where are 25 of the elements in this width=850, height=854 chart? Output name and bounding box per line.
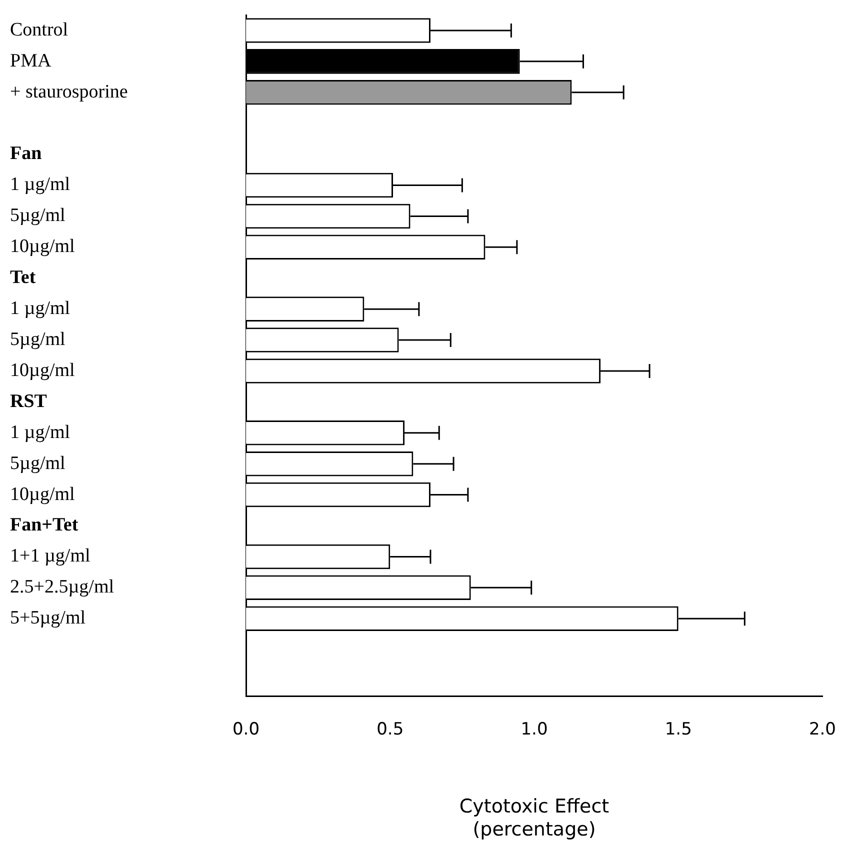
x-tick-label: 1.5 bbox=[664, 720, 692, 740]
y-tick-label: Tet bbox=[10, 267, 36, 288]
x-tick-label: 2.0 bbox=[808, 720, 836, 740]
x-tick-label: 1.0 bbox=[520, 720, 548, 740]
y-tick-label: 5µg/ml bbox=[10, 452, 66, 474]
y-tick-label: 2.5+2.5µg/ml bbox=[10, 576, 114, 598]
y-tick-label: Fan bbox=[10, 143, 42, 164]
y-tick-label: 1 µg/ml bbox=[10, 298, 70, 320]
y-tick-label: 1 µg/ml bbox=[10, 174, 70, 196]
y-tick-label: 5µg/ml bbox=[10, 205, 66, 226]
y-tick-label: + staurosporine bbox=[10, 81, 128, 102]
y-tick-label: 1 µg/ml bbox=[10, 422, 70, 443]
y-tick-label: Control bbox=[10, 19, 68, 40]
y-tick-label: 1+1 µg/ml bbox=[10, 546, 90, 567]
x-axis-title: Cytotoxic Effect (percentage) bbox=[459, 796, 610, 841]
x-tick-label: 0.5 bbox=[376, 720, 404, 740]
y-tick-label: RST bbox=[10, 390, 48, 412]
x-tick-label: 0.0 bbox=[232, 720, 260, 740]
y-tick-label: 10µg/ml bbox=[10, 360, 75, 381]
y-tick-label: Fan+Tet bbox=[10, 514, 79, 536]
y-tick-label: 5µg/ml bbox=[10, 329, 66, 350]
y-tick-label: 10µg/ml bbox=[10, 236, 75, 258]
y-tick-label: 10µg/ml bbox=[10, 484, 75, 505]
y-tick-label: 5+5µg/ml bbox=[10, 608, 86, 629]
y-tick-label: PMA bbox=[10, 50, 52, 72]
